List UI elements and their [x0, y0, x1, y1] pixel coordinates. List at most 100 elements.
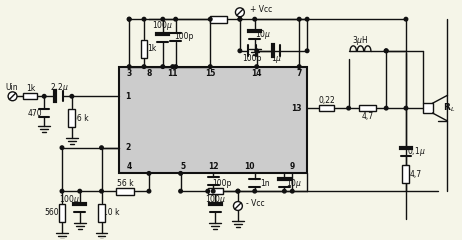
- Circle shape: [253, 18, 256, 21]
- Text: 0,22: 0,22: [318, 96, 335, 105]
- Circle shape: [161, 18, 164, 21]
- Text: 4,7: 4,7: [410, 170, 422, 179]
- Bar: [210, 16, 226, 23]
- Circle shape: [174, 18, 177, 21]
- Text: 10$\mu$: 10$\mu$: [255, 29, 271, 42]
- Circle shape: [298, 65, 301, 68]
- Text: 4: 4: [127, 162, 132, 171]
- Bar: [140, 40, 147, 58]
- Circle shape: [179, 189, 182, 193]
- Bar: [59, 204, 66, 222]
- Bar: [402, 165, 409, 183]
- Text: 14: 14: [251, 69, 262, 78]
- Circle shape: [60, 146, 64, 150]
- Circle shape: [238, 18, 242, 21]
- Circle shape: [142, 18, 146, 21]
- Bar: [208, 188, 223, 194]
- Text: 1$\mu$: 1$\mu$: [271, 52, 282, 65]
- Circle shape: [291, 189, 294, 193]
- Text: 100p: 100p: [213, 179, 232, 188]
- Text: 560: 560: [45, 208, 60, 217]
- Bar: [68, 109, 75, 127]
- Circle shape: [128, 18, 131, 21]
- Text: 7: 7: [297, 69, 302, 78]
- Circle shape: [43, 95, 46, 98]
- Circle shape: [161, 65, 164, 68]
- Text: 100p: 100p: [174, 32, 193, 42]
- Circle shape: [70, 95, 73, 98]
- Text: 100p: 100p: [242, 54, 261, 63]
- Bar: [423, 103, 432, 113]
- Text: 1k: 1k: [26, 84, 35, 93]
- Text: 9: 9: [290, 162, 295, 171]
- Text: 100$\mu$: 100$\mu$: [59, 192, 80, 206]
- Bar: [98, 204, 105, 222]
- Circle shape: [100, 189, 103, 193]
- Circle shape: [8, 92, 17, 101]
- Circle shape: [384, 49, 388, 53]
- Circle shape: [305, 18, 309, 21]
- Text: 13: 13: [291, 104, 302, 113]
- Text: 10 k: 10 k: [103, 208, 120, 217]
- Circle shape: [171, 65, 175, 68]
- Text: 4,7: 4,7: [361, 112, 373, 120]
- Circle shape: [238, 49, 242, 53]
- Text: 3$\mu$H: 3$\mu$H: [352, 34, 369, 48]
- Circle shape: [283, 189, 286, 193]
- Circle shape: [236, 189, 240, 193]
- Circle shape: [128, 18, 131, 21]
- Circle shape: [147, 172, 151, 175]
- Circle shape: [298, 18, 301, 21]
- Text: 3: 3: [127, 69, 132, 78]
- Circle shape: [238, 18, 242, 21]
- Circle shape: [253, 189, 256, 193]
- Text: 56 k: 56 k: [117, 179, 134, 188]
- Circle shape: [236, 189, 240, 193]
- Text: 1: 1: [126, 92, 131, 101]
- Circle shape: [78, 189, 82, 193]
- Bar: [24, 93, 37, 99]
- Text: 2: 2: [126, 143, 131, 152]
- Circle shape: [128, 65, 131, 68]
- Circle shape: [179, 172, 182, 175]
- Text: 10$\mu$: 10$\mu$: [286, 177, 302, 190]
- Circle shape: [142, 65, 146, 68]
- Text: 100$\mu$: 100$\mu$: [152, 19, 173, 32]
- Circle shape: [60, 189, 64, 193]
- Circle shape: [233, 202, 243, 210]
- Text: 10: 10: [244, 162, 255, 171]
- Circle shape: [212, 189, 215, 193]
- Circle shape: [255, 65, 258, 68]
- Circle shape: [347, 106, 350, 110]
- Text: 12: 12: [208, 162, 219, 171]
- Circle shape: [208, 65, 212, 68]
- Circle shape: [174, 65, 177, 68]
- Text: 1k: 1k: [147, 44, 157, 53]
- Circle shape: [236, 8, 244, 17]
- Text: + Vcc: + Vcc: [250, 5, 272, 14]
- Bar: [119, 67, 307, 173]
- Text: 1n: 1n: [260, 179, 269, 188]
- Bar: [359, 105, 376, 111]
- Text: - Vcc: - Vcc: [246, 198, 264, 208]
- Text: 15: 15: [205, 69, 215, 78]
- Circle shape: [305, 49, 309, 53]
- Circle shape: [147, 189, 151, 193]
- Text: 2,2$\mu$: 2,2$\mu$: [50, 81, 68, 94]
- Bar: [319, 105, 334, 111]
- Circle shape: [404, 106, 408, 110]
- Text: 0,1$\mu$: 0,1$\mu$: [407, 145, 425, 158]
- Text: Uin: Uin: [6, 83, 18, 92]
- Bar: [116, 188, 134, 195]
- Text: 8: 8: [146, 69, 152, 78]
- Circle shape: [100, 146, 103, 150]
- Circle shape: [404, 18, 408, 21]
- Circle shape: [384, 49, 388, 53]
- Text: 11: 11: [167, 69, 178, 78]
- Text: 470: 470: [28, 108, 43, 118]
- Circle shape: [255, 49, 258, 53]
- Circle shape: [384, 106, 388, 110]
- Circle shape: [206, 189, 210, 193]
- Text: 100$\mu$: 100$\mu$: [205, 192, 226, 206]
- Circle shape: [208, 18, 212, 21]
